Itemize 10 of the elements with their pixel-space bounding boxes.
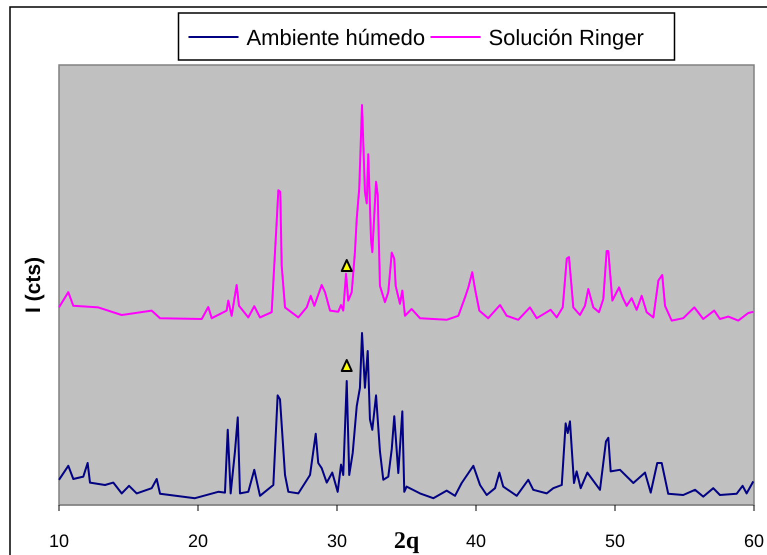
x-tick-label: 20 bbox=[188, 531, 208, 551]
x-tick-label: 30 bbox=[326, 531, 348, 551]
y-axis-title: I (cts) bbox=[22, 256, 45, 314]
x-tick-label: 40 bbox=[466, 531, 486, 551]
legend-label: Solución Ringer bbox=[488, 25, 644, 50]
x-tick-label: 60 bbox=[744, 531, 764, 551]
x-tick-label: 10 bbox=[48, 531, 70, 551]
x-axis-title: 2q bbox=[394, 528, 420, 554]
legend-label: Ambiente húmedo bbox=[246, 25, 426, 50]
x-tick-label: 50 bbox=[604, 531, 626, 551]
